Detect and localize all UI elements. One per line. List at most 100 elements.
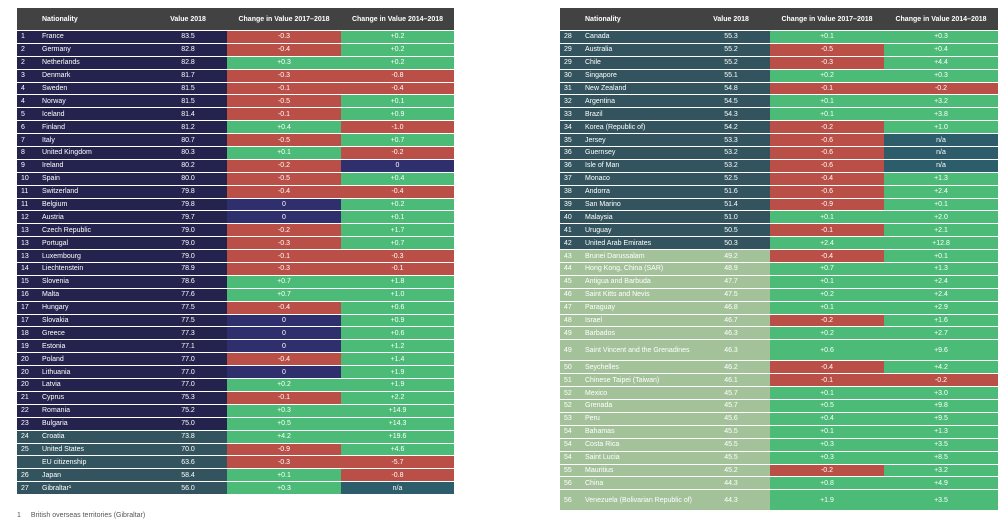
change-2014-2018-cell: +4.2 [884,360,998,375]
nationality-cell: Saint Lucia [585,451,692,465]
change-2014-2018-cell: n/a [884,133,998,148]
table-row: 56 Venezuela (Bolivarian Republic of) 44.3… [560,489,998,512]
table-row: 13 Portugal 79.0 -0.3 +0.7 [17,236,454,251]
change-2017-2018-cell: +0.1 [770,30,884,44]
value-cell: 50.3 [692,236,770,251]
nationality-cell: Seychelles [585,360,692,375]
table-row: 22 Romania 75.2 +0.3 +14.9 [17,404,454,418]
change-2014-2018-cell: -0.4 [341,82,454,96]
table-row: 36 Guernsey 53.2 -0.6 n/a [560,146,998,160]
rank-cell: 42 [560,236,585,251]
nationality-cell: Croatia [42,430,149,444]
nationality-cell: Luxembourg [42,249,149,264]
nationality-cell: Brazil [585,107,692,122]
value-cell: 46.8 [692,301,770,315]
left-table-body: 1 France 83.5 -0.3 +0.2 2 Germany 82.8 -0.4 +0.2 2… [17,30,454,496]
table-row: 16 Malta 77.6 +0.7 +1.0 [17,288,454,302]
rank-cell: 7 [17,133,42,148]
value-cell: 77.0 [149,352,227,367]
nationality-cell: Bahamas [585,425,692,439]
nationality-cell: New Zealand [585,82,692,96]
change-2017-2018-cell: -0.5 [770,43,884,57]
change-2017-2018-cell: +0.3 [227,481,341,496]
rank-cell: 29 [560,43,585,57]
nationality-cell: Malta [42,288,149,302]
change-2014-2018-cell: +3.5 [884,489,998,512]
change-2014-2018-cell: +0.7 [341,236,454,251]
change-2014-2018-cell: +4.6 [341,443,454,457]
nationality-cell: Liechtenstein [42,262,149,276]
change-2014-2018-cell: +1.4 [341,352,454,367]
table-row: 52 Mexico 45.7 +0.1 +3.0 [560,386,998,401]
change-2014-2018-cell: 0 [341,159,454,173]
change-2014-2018-cell: +1.9 [341,365,454,380]
change-2017-2018-cell: 0 [227,210,341,225]
change-2014-2018-cell: +0.3 [884,30,998,44]
change-2014-2018-cell: +9.5 [884,412,998,426]
value-cell: 77.5 [149,301,227,315]
value-cell: 82.8 [149,43,227,57]
value-cell: 58.4 [149,468,227,483]
rank-cell: 24 [17,430,42,444]
value-cell: 78.9 [149,262,227,276]
change-2017-2018-cell: -0.4 [227,352,341,367]
table-row: 17 Hungary 77.5 -0.4 +0.6 [17,301,454,315]
rank-cell: 23 [17,417,42,431]
nationality-cell: Barbados [585,326,692,341]
nationality-cell: Japan [42,468,149,483]
left-ranking-table: Nationality Value 2018 Change in Value 2… [17,8,454,496]
change-2017-2018-cell: +0.5 [227,417,341,431]
change-2014-2018-cell: -0.2 [884,373,998,388]
nationality-cell: Italy [42,133,149,148]
nationality-cell: Estonia [42,339,149,354]
change-2017-2018-cell: -0.5 [227,94,341,109]
nationality-cell: Cyprus [42,391,149,405]
value-cell: 55.1 [692,69,770,83]
change-2017-2018-cell: +0.2 [770,288,884,302]
value-cell: 49.2 [692,249,770,264]
nationality-cell: Norway [42,94,149,109]
value-cell: 46.3 [692,339,770,362]
change-2017-2018-cell: -0.1 [227,391,341,405]
value-cell: 73.8 [149,430,227,444]
nationality-cell: Switzerland [42,185,149,199]
nationality-cell: Argentina [585,94,692,109]
change-2017-2018-cell: +0.1 [770,94,884,109]
change-2017-2018-cell: +1.9 [770,489,884,512]
header-change-2014-2018: Change in Value 2014–2018 [884,8,998,31]
value-cell: 80.2 [149,159,227,173]
table-row: 47 Paraguay 46.8 +0.1 +2.9 [560,301,998,315]
table-row: 53 Peru 45.6 +0.4 +9.5 [560,412,998,426]
header-change-2017-2018: Change in Value 2017–2018 [227,8,341,31]
rank-cell: 2 [17,43,42,57]
table-row: 51 Chinese Taipei (Taiwan) 46.1 -0.1 -0.2 [560,373,998,388]
change-2017-2018-cell: -0.2 [227,159,341,173]
nationality-cell: Costa Rica [585,438,692,452]
nationality-cell: Chile [585,56,692,70]
rank-cell: 3 [17,69,42,83]
change-2014-2018-cell: n/a [884,159,998,173]
change-2017-2018-cell: +0.2 [770,326,884,341]
nationality-cell: United Kingdom [42,146,149,160]
change-2014-2018-cell: +0.2 [341,43,454,57]
change-2014-2018-cell: +0.1 [884,249,998,264]
right-ranking-table: Nationality Value 2018 Change in Value 2… [560,8,998,512]
change-2014-2018-cell: +2.7 [884,326,998,341]
change-2017-2018-cell: 0 [227,326,341,341]
nationality-cell: United States [42,443,149,457]
rank-cell: 28 [560,30,585,44]
value-cell: 54.8 [692,82,770,96]
value-cell: 45.7 [692,386,770,401]
value-cell: 70.0 [149,443,227,457]
nationality-cell: Netherlands [42,56,149,70]
change-2014-2018-cell: -0.8 [341,69,454,83]
header-rank [17,8,42,31]
nationality-cell: EU citizenship [42,455,149,470]
table-row: 17 Slovakia 77.5 0 +0.9 [17,314,454,328]
rank-cell: 41 [560,223,585,238]
change-2017-2018-cell: -0.4 [770,360,884,375]
change-2014-2018-cell: +0.1 [341,210,454,225]
change-2014-2018-cell: +14.9 [341,404,454,418]
change-2017-2018-cell: +0.1 [770,425,884,439]
value-cell: 78.6 [149,275,227,289]
